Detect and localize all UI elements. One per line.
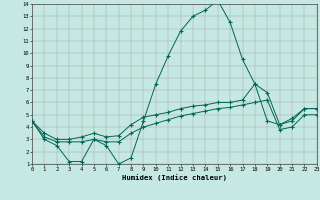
X-axis label: Humidex (Indice chaleur): Humidex (Indice chaleur) <box>122 175 227 181</box>
